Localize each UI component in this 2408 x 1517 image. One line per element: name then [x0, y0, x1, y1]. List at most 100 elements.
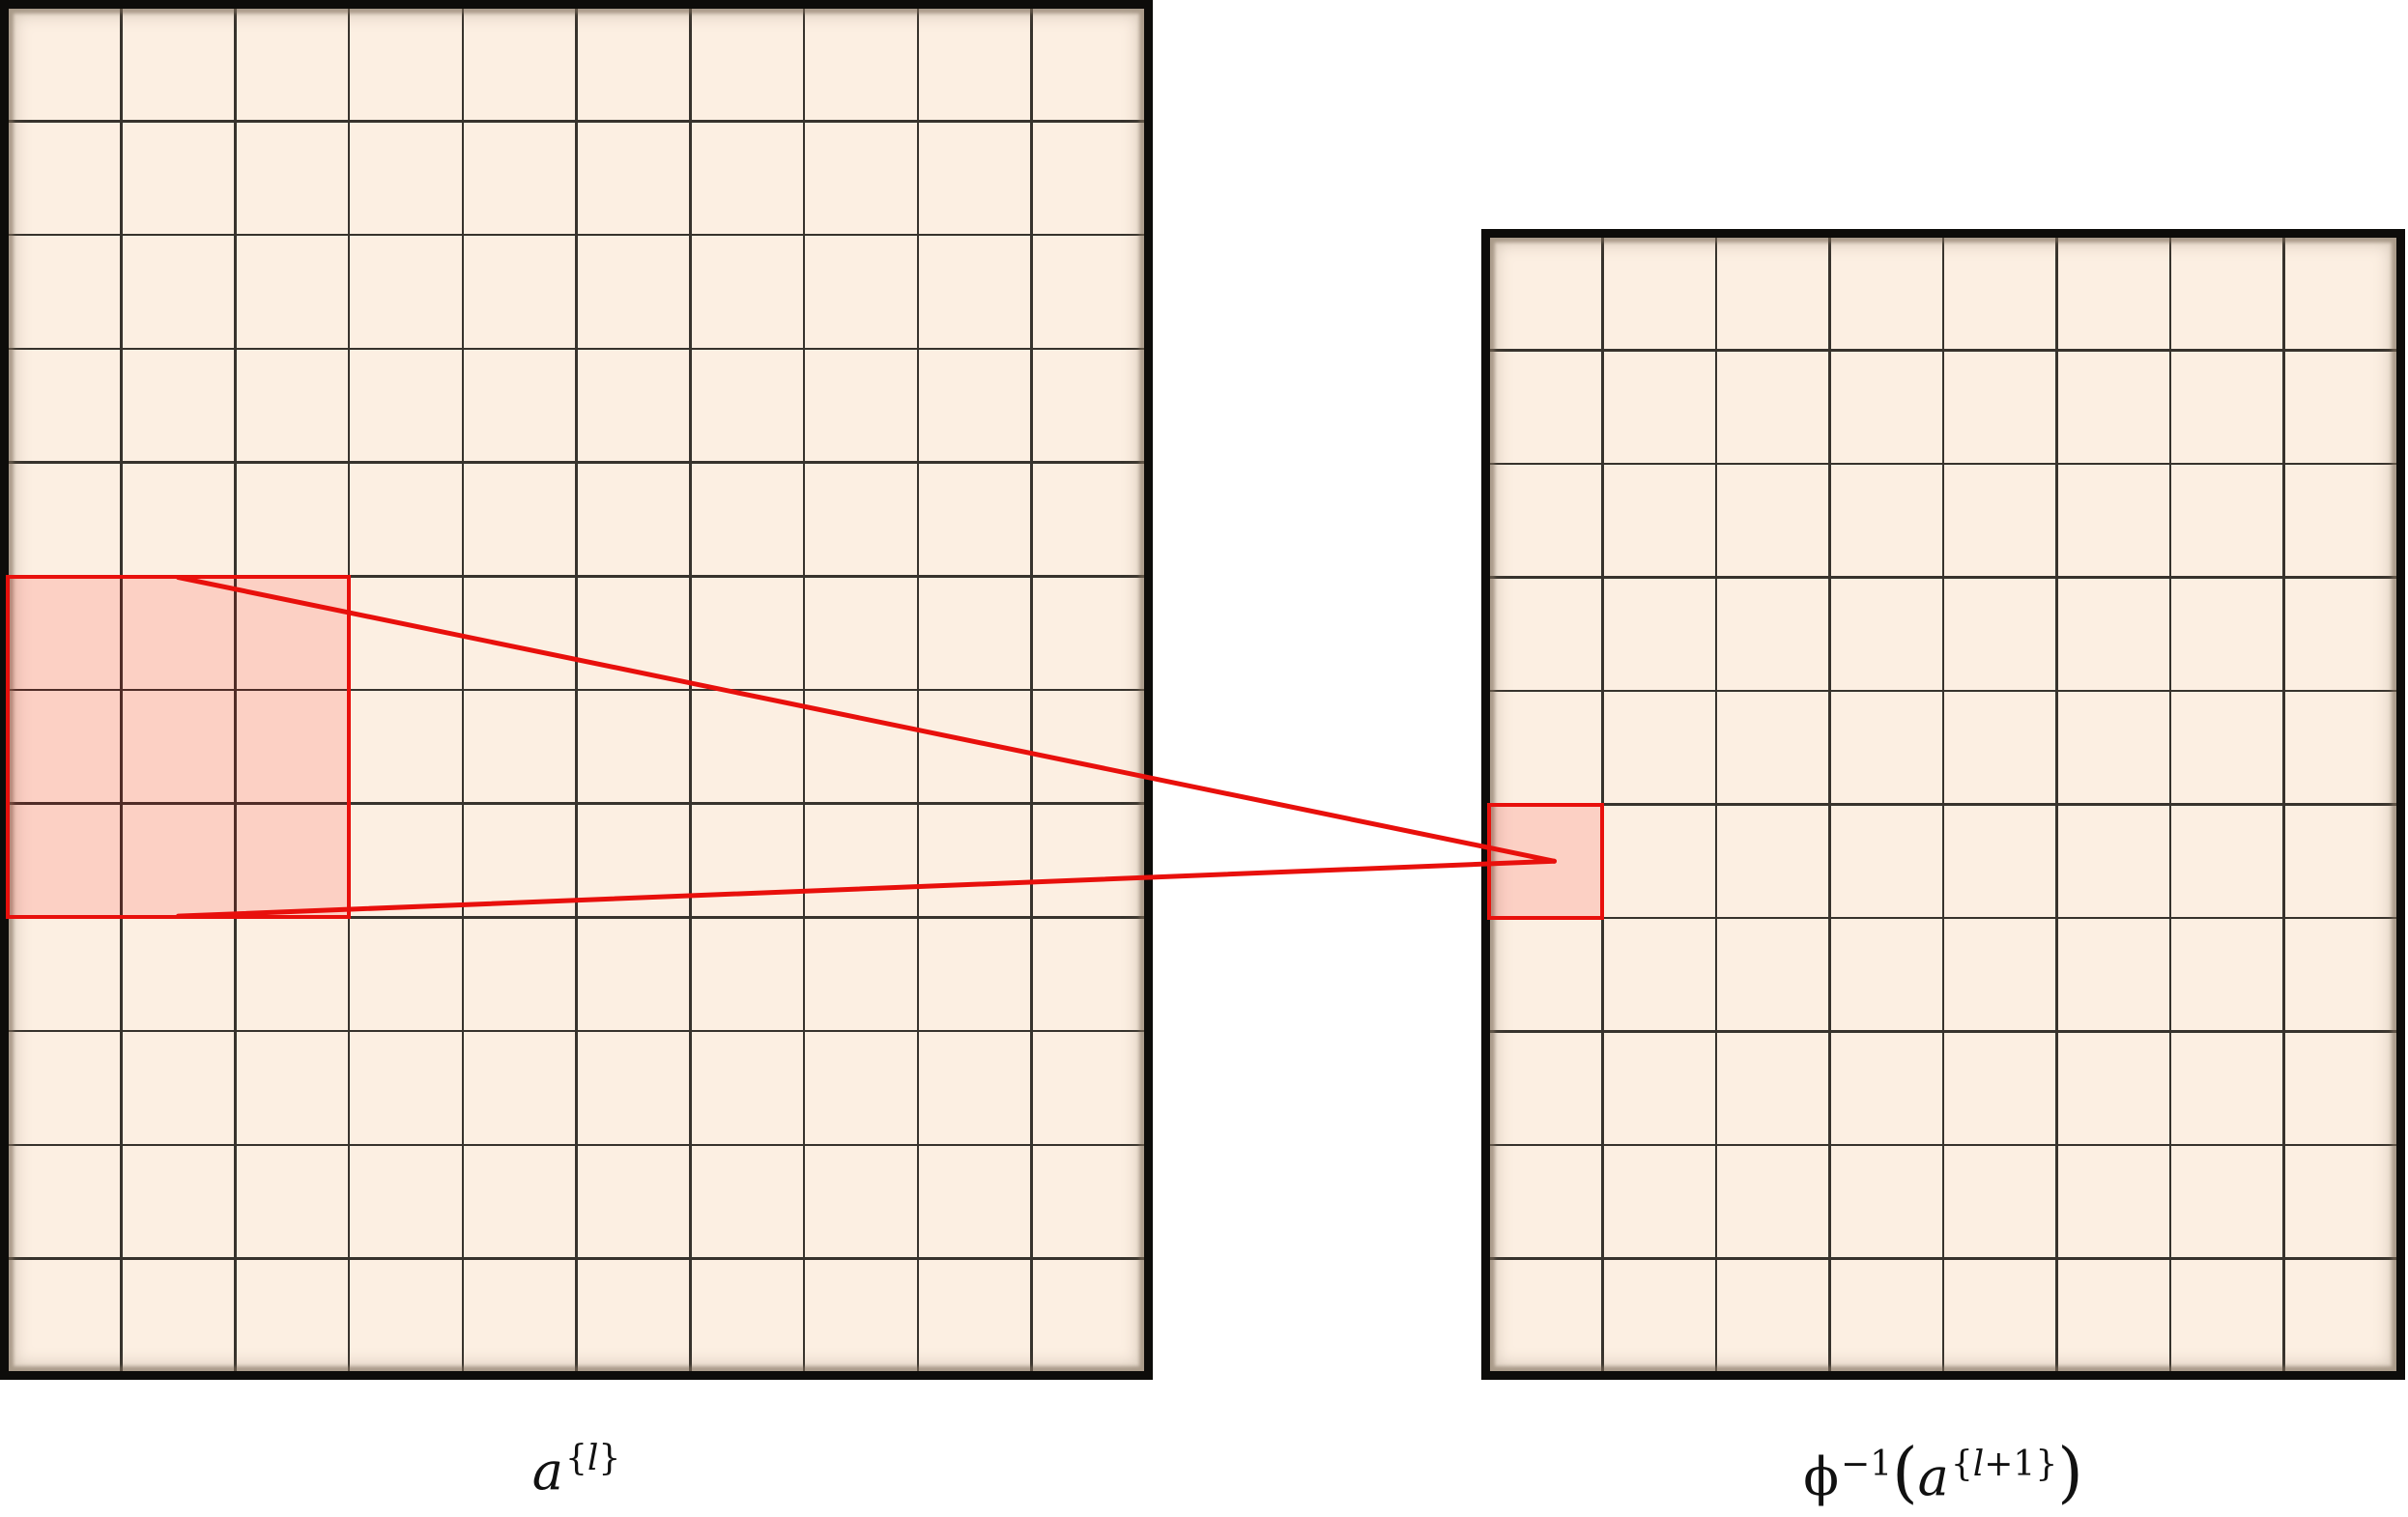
grid-cell [691, 1032, 803, 1144]
grid-cell [805, 918, 917, 1030]
grid-cell [1830, 351, 1942, 463]
grid-cell [577, 918, 689, 1030]
left-grid-math-label: a{l} [0, 1439, 1153, 1502]
grid-cell [1830, 578, 1942, 690]
grid-cell [9, 577, 121, 689]
grid-cell [919, 691, 1031, 803]
grid-cell [691, 691, 803, 803]
label-superscript: {l} [565, 1439, 620, 1478]
grid-cell [122, 122, 234, 234]
grid-cell [2171, 1146, 2283, 1258]
grid-cell [577, 691, 689, 803]
grid-cell [1032, 350, 1144, 462]
grid-cell [1717, 805, 1829, 917]
grid-cell [1032, 122, 1144, 234]
grid-cell [236, 122, 348, 234]
grid-cell [236, 9, 348, 121]
grid-cell [1830, 692, 1942, 804]
grid-cell [1032, 691, 1144, 803]
grid-cell [1944, 238, 2056, 350]
grid-cell [691, 918, 803, 1030]
grid-cell [236, 350, 348, 462]
grid-cell [1830, 1146, 1942, 1258]
superscript-brace-open: { [1950, 1445, 1973, 1484]
label-paren-close: ) [2057, 1435, 2083, 1511]
grid-cell [919, 463, 1031, 576]
superscript-variable: l [1972, 1445, 1985, 1484]
grid-cell [2284, 465, 2396, 577]
grid-cell [577, 577, 689, 689]
grid-cell [1830, 1032, 1942, 1144]
grid-cell [2284, 1259, 2396, 1371]
label-phi-exponent: −1 [1841, 1445, 1893, 1484]
grid-cell [2057, 578, 2169, 690]
label-superscript: {l+1} [1951, 1445, 2057, 1484]
grid-cell [805, 577, 917, 689]
grid-cell [1032, 918, 1144, 1030]
grid-cell [9, 236, 121, 348]
grid-cell [236, 691, 348, 803]
grid-cell [691, 9, 803, 121]
grid-cell [691, 577, 803, 689]
grid-cell [9, 804, 121, 917]
grid-cell [1717, 692, 1829, 804]
grid-cell [1717, 1146, 1829, 1258]
grid-cell [805, 350, 917, 462]
grid-cell [122, 918, 234, 1030]
grid-cell [805, 1146, 917, 1258]
grid-cell [2171, 578, 2283, 690]
grid-cell [691, 1259, 803, 1371]
grid-cell [577, 804, 689, 917]
grid-cell [1490, 1146, 1602, 1258]
grid-cell [9, 1146, 121, 1258]
grid-cell [464, 9, 576, 121]
grid-cell [464, 918, 576, 1030]
grid-cell [577, 9, 689, 121]
grid-cell [691, 463, 803, 576]
grid-cell [236, 1146, 348, 1258]
grid-cell [805, 804, 917, 917]
grid-cell [464, 1259, 576, 1371]
grid-cell [1944, 578, 2056, 690]
grid-cell [350, 1146, 462, 1258]
grid-cell [122, 9, 234, 121]
grid-cell [2171, 805, 2283, 917]
grid-cell [2171, 465, 2283, 577]
grid-cell [1032, 1146, 1144, 1258]
grid-cell [1603, 805, 1715, 917]
grid-cell [9, 918, 121, 1030]
grid-cell [2057, 1146, 2169, 1258]
grid-cell [691, 236, 803, 348]
grid-cell [919, 1032, 1031, 1144]
grid-cell [2057, 465, 2169, 577]
grid-cell [350, 804, 462, 917]
grid-cell [1830, 805, 1942, 917]
grid-cell [350, 1032, 462, 1144]
grid-cell [9, 463, 121, 576]
grid-cell [2057, 351, 2169, 463]
label-variable: a [1917, 1446, 1949, 1507]
label-variable: a [531, 1441, 563, 1502]
grid-cell [805, 9, 917, 121]
grid-cell [122, 350, 234, 462]
grid-cell [2171, 1032, 2283, 1144]
grid-cell [1603, 238, 1715, 350]
grid-cell [1032, 1032, 1144, 1144]
grid-cell [691, 122, 803, 234]
grid-cell [122, 577, 234, 689]
grid-cell [1490, 919, 1602, 1031]
grid-cell [1944, 1146, 2056, 1258]
grid-cell [2284, 578, 2396, 690]
grid-cell [1944, 351, 2056, 463]
grid-cell [577, 463, 689, 576]
grid-cell [919, 1146, 1031, 1258]
grid-cell [350, 122, 462, 234]
grid-cell [9, 1259, 121, 1371]
grid-cell [9, 1032, 121, 1144]
grid-cell [1717, 919, 1829, 1031]
grid-cell [1717, 1032, 1829, 1144]
grid-cell [122, 236, 234, 348]
grid-cell [577, 1146, 689, 1258]
grid-cell [350, 577, 462, 689]
